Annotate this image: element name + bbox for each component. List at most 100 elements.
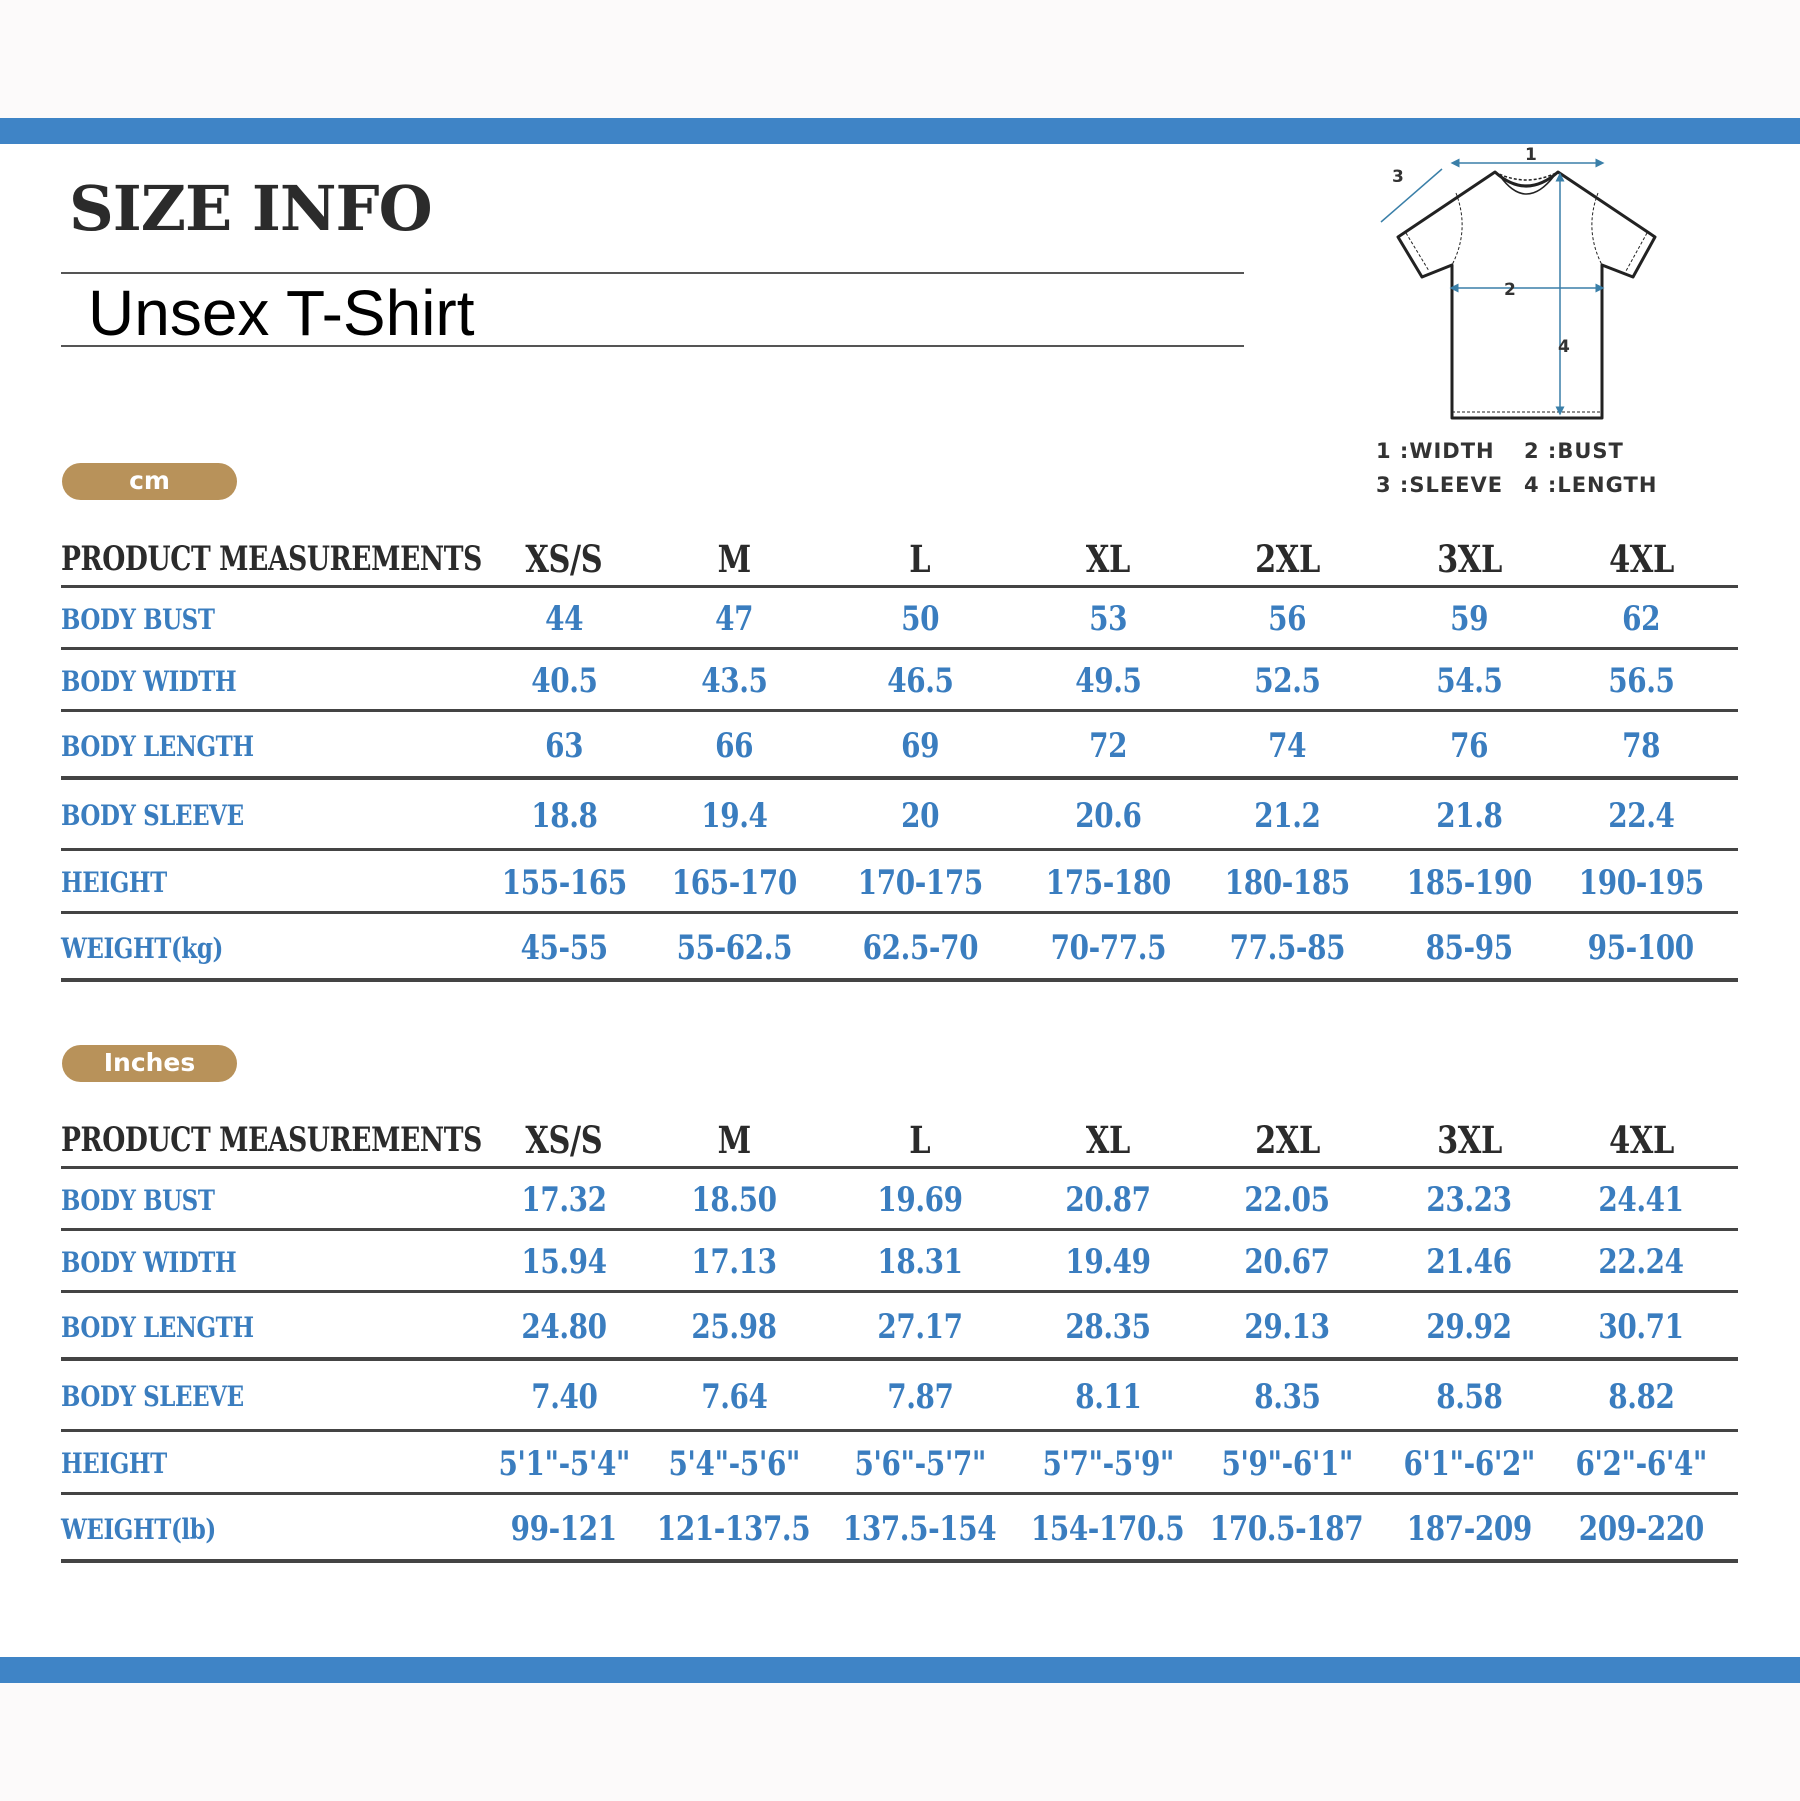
table-cell: 170.5-187: [1197, 1495, 1377, 1563]
table-cell: 5'4"-5'6": [644, 1432, 824, 1495]
cell-text: 22.4: [1607, 795, 1675, 836]
table-cell: 187-209: [1379, 1495, 1559, 1563]
row-divider: [61, 776, 1738, 780]
table-cell: 44: [474, 588, 654, 650]
cell-text: BODY SLEEVE: [61, 799, 244, 832]
cell-text: 18.31: [877, 1242, 963, 1282]
cell-text: XL: [1085, 1118, 1131, 1162]
cell-text: HEIGHT: [61, 1447, 167, 1480]
cell-text: 18.50: [691, 1180, 777, 1220]
cell-text: BODY LENGTH: [61, 1310, 254, 1344]
table-cell: 45-55: [474, 914, 654, 982]
cell-text: 24.80: [521, 1307, 607, 1347]
table-cell: 28.35: [1018, 1293, 1198, 1361]
table-row: BODY SLEEVE 7.40 7.64 7.87 8.11 8.35 8.58 8.82: [61, 1361, 1738, 1432]
cell-text: BODY SLEEVE: [61, 1380, 244, 1413]
cell-text: 209-220: [1578, 1509, 1704, 1549]
row-label: BODY WIDTH: [61, 650, 275, 712]
cell-text: 54.5: [1435, 661, 1503, 701]
table-cell: 7.87: [830, 1361, 1010, 1432]
size-header: M: [644, 530, 824, 588]
cell-text: 20.6: [1074, 795, 1142, 836]
cell-text: XS/S: [525, 1118, 603, 1162]
table-cell: 27.17: [830, 1293, 1010, 1361]
row-divider: [61, 647, 1738, 650]
unit-badge-cm: cm: [62, 463, 237, 500]
cell-text: XS/S: [525, 537, 603, 581]
cell-text: L: [909, 1118, 931, 1162]
table-cell: 85-95: [1379, 914, 1559, 982]
table-cell: 18.31: [830, 1231, 1010, 1293]
row-divider: [61, 585, 1738, 588]
marker-3: 3: [1392, 167, 1404, 187]
product-subtitle: Unsex T-Shirt: [88, 277, 475, 349]
table-cell: 8.11: [1018, 1361, 1198, 1432]
cell-text: 29.92: [1426, 1307, 1512, 1347]
table-cell: 19.69: [830, 1169, 1010, 1231]
cell-text: 62.5-70: [862, 928, 978, 968]
table-cell: 185-190: [1379, 851, 1559, 914]
table-cell: 22.24: [1551, 1231, 1731, 1293]
cell-text: 137.5-154: [843, 1509, 997, 1549]
cell-text: M: [717, 1118, 751, 1162]
cell-text: 43.5: [700, 661, 768, 701]
table-cell: 17.32: [474, 1169, 654, 1231]
cell-text: 190-195: [1578, 862, 1704, 903]
tshirt-icon: [1396, 170, 1657, 420]
cell-text: 19.69: [877, 1180, 963, 1220]
size-header: L: [830, 1111, 1010, 1169]
table-cell: 8.82: [1551, 1361, 1731, 1432]
row-divider: [61, 1357, 1738, 1361]
cell-text: 69: [900, 726, 939, 766]
cell-text: 56.5: [1607, 661, 1675, 701]
tshirt-measurement-diagram: 1 2 3 4 1 :WIDTH 2 :BUST 3 :SLEEVE 4 :LE…: [1376, 145, 1657, 497]
table-cell: 7.40: [474, 1361, 654, 1432]
cell-text: 170-175: [857, 862, 983, 903]
size-header: M: [644, 1111, 824, 1169]
row-label: BODY BUST: [61, 588, 248, 650]
table-cell: 47: [644, 588, 824, 650]
table-row: HEIGHT 155-165 165-170 170-175 175-180 180-18…: [61, 851, 1738, 914]
table-cell: 69: [830, 712, 1010, 780]
table-cell: 190-195: [1551, 851, 1731, 914]
cell-text: 49.5: [1074, 661, 1142, 701]
table-cell: 72: [1018, 712, 1198, 780]
cell-text: 25.98: [691, 1307, 777, 1347]
table-cell: 5'9"-6'1": [1197, 1432, 1377, 1495]
cell-text: XL: [1085, 537, 1131, 581]
page-title: SIZE INFO: [69, 172, 433, 245]
cell-text: 23.23: [1426, 1180, 1512, 1220]
table-cell: 59: [1379, 588, 1559, 650]
table-cell: 56.5: [1551, 650, 1731, 712]
cell-text: 77.5-85: [1229, 928, 1345, 968]
table-cell: 155-165: [474, 851, 654, 914]
cell-text: HEIGHT: [61, 866, 167, 899]
cell-text: 6'2"-6'4": [1575, 1443, 1707, 1484]
table-cell: 180-185: [1197, 851, 1377, 914]
table-cell: 78: [1551, 712, 1731, 780]
cell-text: 72: [1088, 726, 1127, 766]
divider: [61, 272, 1244, 274]
table-cell: 66: [644, 712, 824, 780]
table-cell: 209-220: [1551, 1495, 1731, 1563]
cell-text: 21.46: [1426, 1242, 1512, 1282]
size-header: 3XL: [1379, 1111, 1559, 1169]
row-divider: [61, 1228, 1738, 1231]
table-cell: 22.4: [1551, 780, 1731, 851]
cell-text: 8.35: [1253, 1376, 1321, 1417]
cell-text: BODY BUST: [61, 1183, 215, 1217]
table-cell: 62.5-70: [830, 914, 1010, 982]
header-label: PRODUCT MEASUREMENTS: [61, 1111, 601, 1169]
table-row: HEIGHT 5'1"-5'4" 5'4"-5'6" 5'6"-5'7" 5'7"-5'…: [61, 1432, 1738, 1495]
cell-text: 180-185: [1224, 862, 1350, 903]
table-row: BODY LENGTH 24.80 25.98 27.17 28.35 29.13 29.9…: [61, 1293, 1738, 1361]
row-divider: [61, 978, 1738, 982]
table-cell: 95-100: [1551, 914, 1731, 982]
size-header: 3XL: [1379, 530, 1559, 588]
table-cell: 50: [830, 588, 1010, 650]
size-header: XS/S: [474, 1111, 654, 1169]
table-cell: 19.4: [644, 780, 824, 851]
cell-text: 3XL: [1436, 537, 1502, 581]
legend-sleeve: 3 :SLEEVE: [1376, 473, 1503, 497]
table-row: WEIGHT(lb) 99-121 121-137.5 137.5-154 154-17…: [61, 1495, 1738, 1563]
